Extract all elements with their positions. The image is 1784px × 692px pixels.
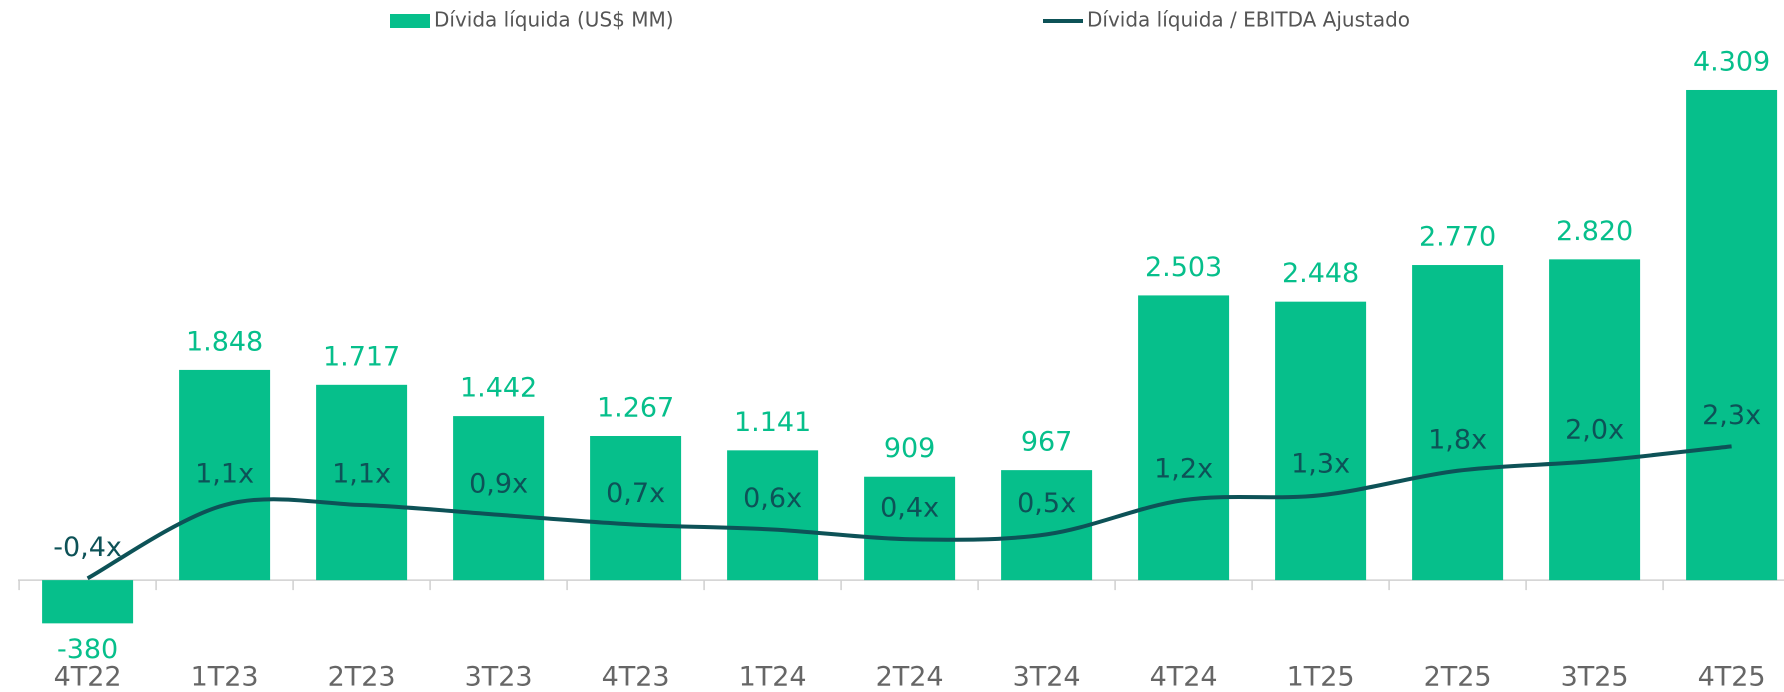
line-value-label: 0,5x bbox=[1017, 488, 1076, 519]
bar-value-label: 967 bbox=[1021, 427, 1073, 458]
bar bbox=[1549, 259, 1641, 581]
x-tick-label: 3T24 bbox=[1013, 662, 1081, 692]
x-tick-label: 4T24 bbox=[1150, 662, 1218, 692]
bar bbox=[42, 580, 134, 624]
bar-value-label: 2.503 bbox=[1145, 252, 1222, 283]
bar-value-label: 2.448 bbox=[1282, 258, 1359, 289]
bar-value-label: -380 bbox=[57, 634, 118, 665]
bar-value-label: 1.442 bbox=[460, 373, 537, 404]
line-value-label: 1,2x bbox=[1154, 454, 1213, 485]
legend-label: Dívida líquida (US$ MM) bbox=[434, 8, 674, 32]
line-series bbox=[86, 444, 1732, 581]
bar-value-label: 1.267 bbox=[597, 393, 674, 424]
line-value-label: 2,3x bbox=[1702, 400, 1761, 431]
legend-label: Dívida líquida / EBITDA Ajustado bbox=[1087, 8, 1410, 32]
bar bbox=[1001, 470, 1093, 581]
line-value-label: 1,8x bbox=[1428, 424, 1487, 455]
line-value-label: 0,7x bbox=[606, 478, 665, 509]
x-tick-label: 3T25 bbox=[1561, 662, 1629, 692]
bar bbox=[1412, 265, 1504, 581]
bar bbox=[1686, 89, 1778, 581]
line-value-label: 1,3x bbox=[1291, 449, 1350, 480]
bar-value-label: 1.848 bbox=[186, 326, 263, 357]
line-value-label: 1,1x bbox=[332, 459, 391, 490]
x-tick-label: 1T24 bbox=[739, 662, 807, 692]
bar bbox=[864, 476, 956, 581]
legend-swatch bbox=[390, 14, 430, 28]
line-value-label: 0,4x bbox=[880, 493, 939, 524]
x-tick-label: 1T23 bbox=[191, 662, 259, 692]
line-value-label: -0,4x bbox=[53, 532, 122, 563]
line-value-label: 1,1x bbox=[195, 459, 254, 490]
bar bbox=[179, 369, 271, 581]
x-tick-label: 2T25 bbox=[1424, 662, 1492, 692]
bar-value-label: 4.309 bbox=[1693, 46, 1770, 77]
bar-value-label: 1.717 bbox=[323, 341, 400, 372]
bar bbox=[1138, 295, 1230, 581]
bar bbox=[453, 416, 545, 581]
bar-value-label: 909 bbox=[884, 433, 936, 464]
bar bbox=[1275, 301, 1367, 581]
x-tick-label: 2T23 bbox=[328, 662, 396, 692]
x-tick-label: 4T23 bbox=[602, 662, 670, 692]
bar-value-label: 2.820 bbox=[1556, 216, 1633, 247]
x-tick-label: 3T23 bbox=[465, 662, 533, 692]
line-value-label: 0,6x bbox=[743, 483, 802, 514]
bar-value-label: 2.770 bbox=[1419, 222, 1496, 253]
bar bbox=[727, 450, 819, 581]
x-tick-label: 1T25 bbox=[1287, 662, 1355, 692]
x-tick-label: 2T24 bbox=[876, 662, 944, 692]
line-value-label: 2,0x bbox=[1565, 415, 1624, 446]
line-value-label: 0,9x bbox=[469, 468, 528, 499]
bar-value-label: 1.141 bbox=[734, 407, 811, 438]
x-tick-label: 4T25 bbox=[1698, 662, 1766, 692]
bar bbox=[316, 384, 408, 581]
bar bbox=[590, 436, 682, 581]
x-tick-label: 4T22 bbox=[54, 662, 122, 692]
